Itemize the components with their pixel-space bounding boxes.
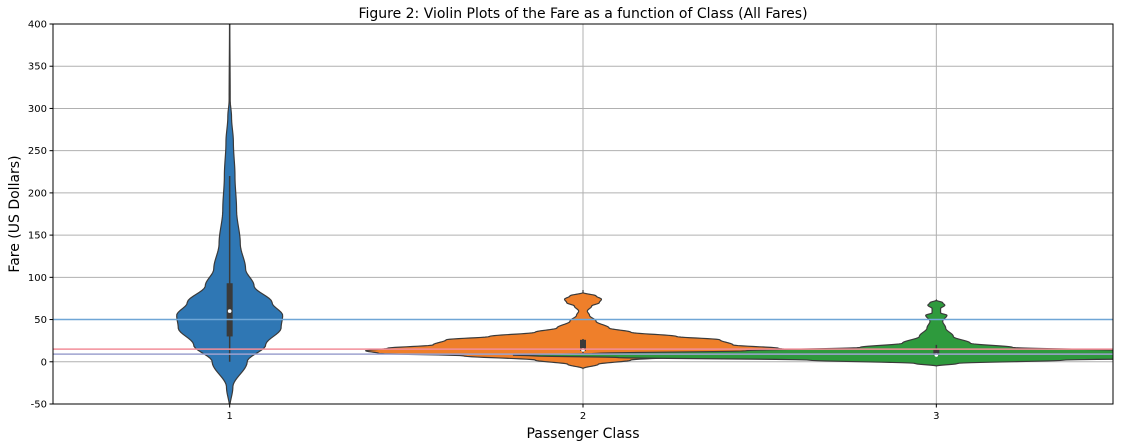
y-tick-label: 400 bbox=[28, 20, 47, 31]
x-tick-label: 1 bbox=[226, 411, 232, 422]
y-tick-label: 350 bbox=[28, 62, 47, 73]
violin-box-2 bbox=[580, 339, 586, 351]
y-tick-label: 100 bbox=[28, 273, 47, 284]
x-tick-label: 3 bbox=[933, 411, 939, 422]
y-tick-label: -50 bbox=[31, 400, 47, 411]
y-tick-label: 0 bbox=[41, 357, 47, 368]
y-tick-label: 250 bbox=[28, 146, 47, 157]
y-tick-label: 200 bbox=[28, 188, 47, 199]
violin-median-1 bbox=[227, 309, 232, 313]
y-tick-label: 50 bbox=[34, 315, 47, 326]
x-tick-label: 2 bbox=[580, 411, 586, 422]
chart-title: Figure 2: Violin Plots of the Fare as a … bbox=[358, 6, 807, 22]
y-tick-label: 300 bbox=[28, 104, 47, 115]
plot-area: -50 0 50 100 150 200 250 300 350 400 1 2 3 bbox=[28, 20, 1114, 422]
violin-box-3 bbox=[933, 348, 940, 356]
plot-content bbox=[53, 24, 1113, 404]
x-axis-title: Passenger Class bbox=[526, 426, 639, 442]
y-tick-label: 150 bbox=[28, 231, 47, 242]
y-axis-title: Fare (US Dollars) bbox=[7, 155, 23, 272]
